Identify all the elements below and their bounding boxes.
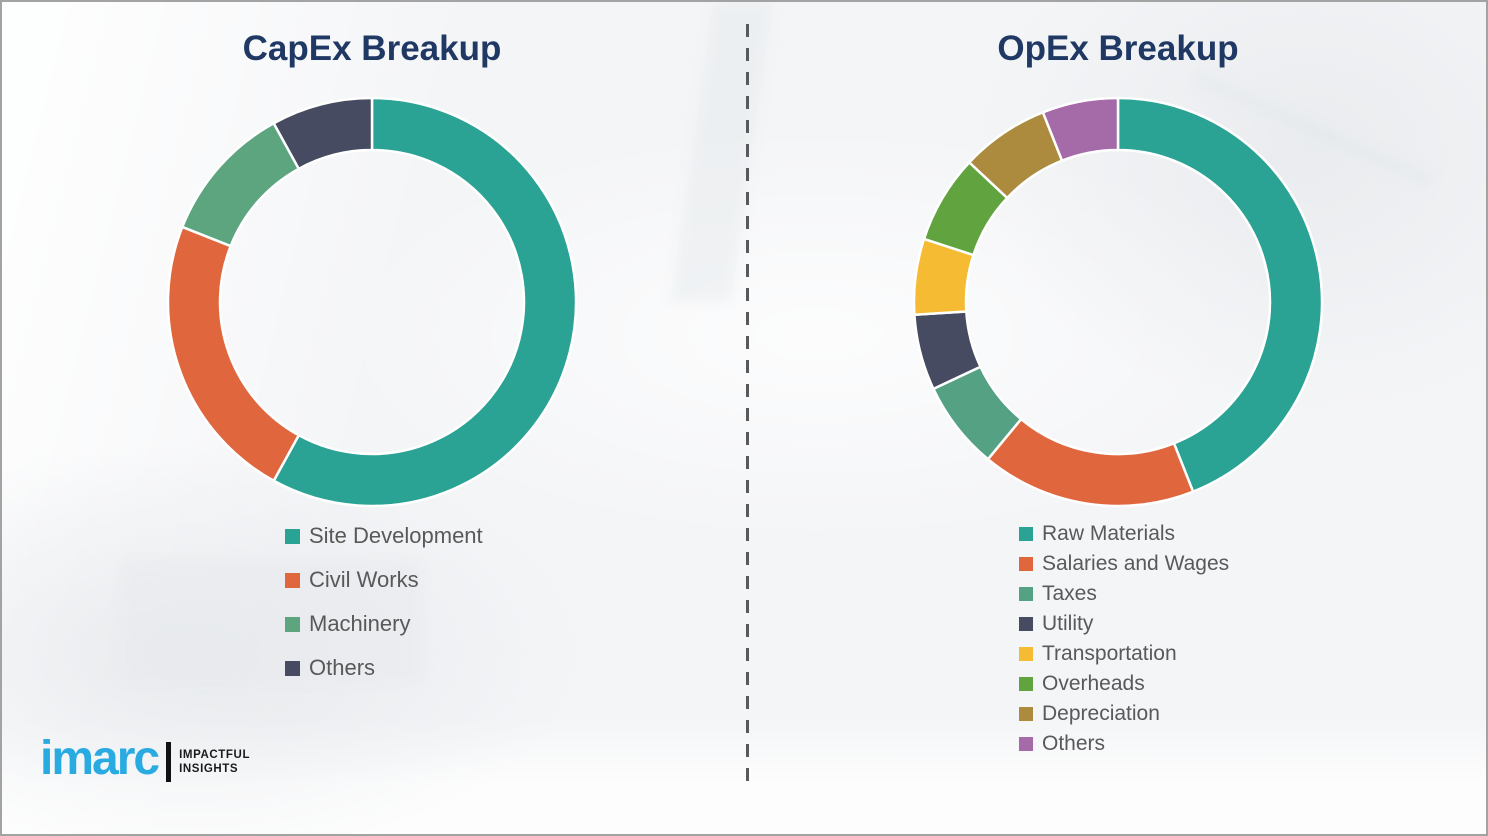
legend-swatch — [1019, 677, 1033, 691]
imarc-logo-wordmark: imarc — [40, 732, 160, 785]
legend-label: Others — [1042, 732, 1106, 755]
legend-item-salaries-and-wages: Salaries and Wages — [1019, 549, 1229, 579]
legend-item-civil-works: Civil Works — [285, 558, 483, 602]
legend-item-overheads: Overheads — [1019, 669, 1229, 699]
legend-swatch — [1019, 587, 1033, 601]
legend-swatch — [1019, 617, 1033, 631]
legend-label: Others — [309, 655, 376, 680]
opex-legend: Raw Materials Salaries and Wages Taxes U… — [1019, 519, 1229, 759]
opex-donut-chart — [912, 96, 1324, 508]
legend-label: Taxes — [1042, 582, 1097, 605]
legend-item-depreciation: Depreciation — [1019, 699, 1229, 729]
legend-item-raw-materials: Raw Materials — [1019, 519, 1229, 549]
legend-swatch — [285, 572, 300, 588]
opex-chart-title: OpEx Breakup — [997, 29, 1239, 68]
legend-label: Overheads — [1042, 672, 1145, 695]
imarc-logo: imarc IMPACTFUL INSIGHTS — [40, 735, 250, 783]
donut-segment-others — [1041, 96, 1120, 162]
legend-swatch — [285, 616, 300, 632]
legend-label: Transportation — [1042, 642, 1177, 665]
legend-swatch — [1019, 707, 1033, 721]
legend-item-transportation: Transportation — [1019, 639, 1229, 669]
legend-label: Raw Materials — [1042, 522, 1176, 545]
legend-item-others: Others — [1019, 729, 1229, 759]
capex-legend: Site Development Civil Works Machinery O… — [285, 514, 483, 690]
legend-label: Depreciation — [1042, 702, 1160, 725]
legend-label: Civil Works — [309, 567, 419, 592]
logo-tagline-line1: IMPACTFUL — [179, 749, 251, 761]
legend-item-taxes: Taxes — [1019, 579, 1229, 609]
legend-swatch — [285, 660, 300, 676]
donut-segment-civil-works — [166, 225, 301, 483]
legend-label: Machinery — [309, 611, 411, 636]
background-streak — [122, 562, 422, 682]
donut-segment-site-development — [272, 96, 578, 508]
donut-segment-raw-materials — [1116, 96, 1324, 493]
legend-item-others: Others — [285, 646, 483, 690]
legend-label: Salaries and Wages — [1042, 552, 1230, 575]
logo-divider-bar — [166, 742, 172, 782]
capex-chart-title: CapEx Breakup — [242, 29, 502, 68]
logo-tagline: IMPACTFUL INSIGHTS — [179, 748, 250, 776]
dashed-divider — [746, 24, 749, 792]
legend-swatch — [1019, 647, 1033, 661]
legend-swatch — [1019, 737, 1033, 751]
legend-item-site-development: Site Development — [285, 514, 483, 558]
legend-item-utility: Utility — [1019, 609, 1229, 639]
donut-segment-salaries-and-wages — [986, 417, 1195, 508]
legend-item-machinery: Machinery — [285, 602, 483, 646]
legend-label: Utility — [1042, 612, 1094, 635]
donut-segment-others — [272, 96, 374, 171]
legend-swatch — [1019, 557, 1033, 571]
legend-label: Site Development — [309, 523, 483, 548]
donut-segment-machinery — [181, 121, 301, 248]
legend-swatch — [285, 528, 300, 544]
legend-swatch — [1019, 527, 1033, 541]
logo-tagline-line2: INSIGHTS — [179, 763, 239, 775]
capex-donut-chart — [166, 96, 578, 508]
